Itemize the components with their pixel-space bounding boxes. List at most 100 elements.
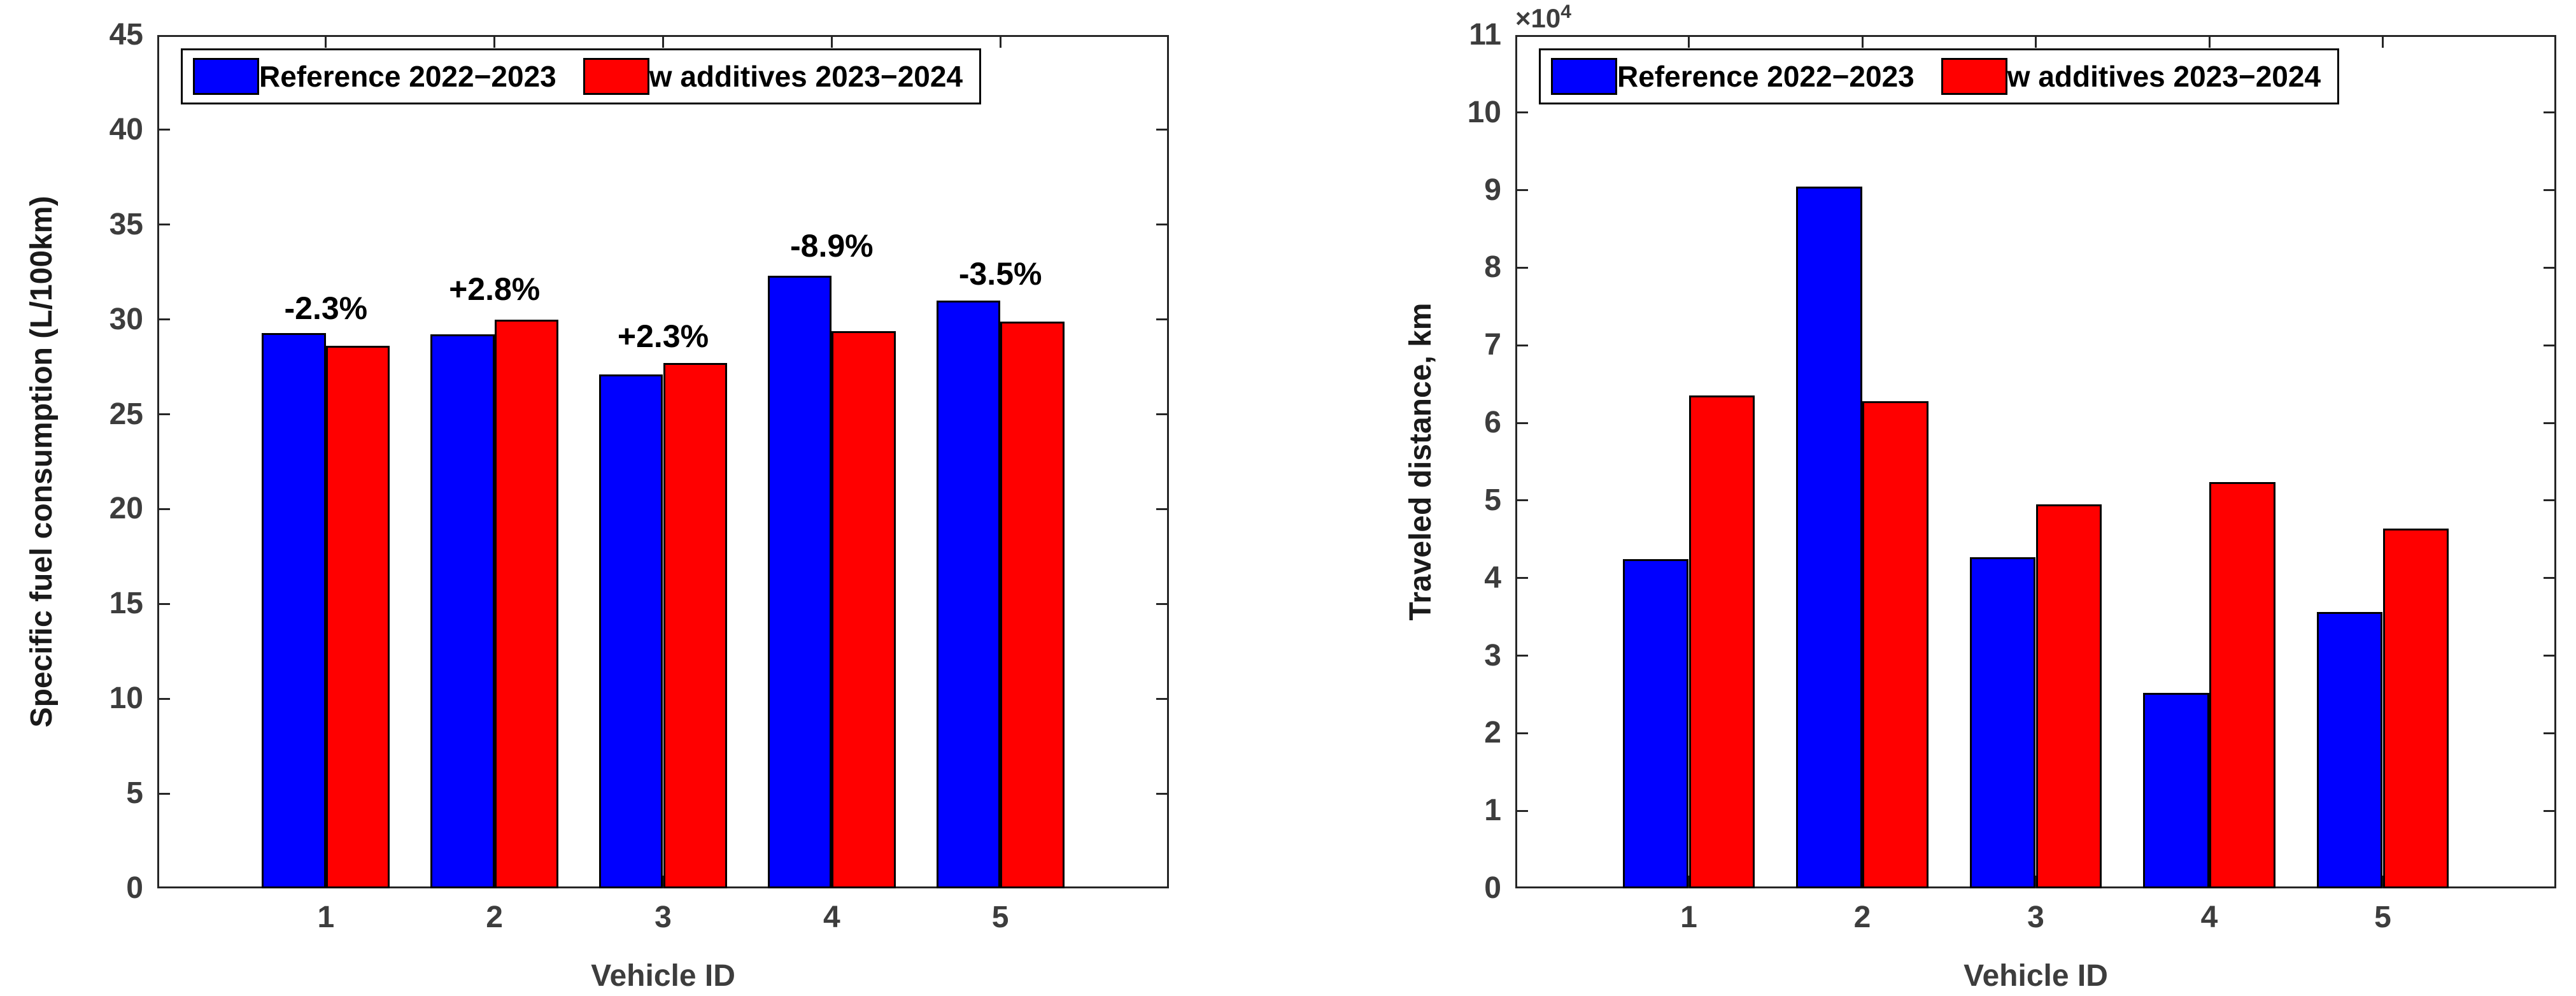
legend-swatch-reference [1551, 58, 1617, 95]
percent-change-label: -3.5% [958, 256, 1042, 292]
x-tick-label: 2 [1853, 900, 1871, 934]
bar-additives-vehicle-2 [494, 319, 559, 888]
y-tick-label: 8 [1484, 250, 1501, 285]
legend-label-additives: w additives 2023−2024 [649, 60, 963, 93]
bar-reference-vehicle-3 [598, 374, 663, 888]
bar-reference-vehicle-5 [936, 300, 1001, 888]
multiplier-base: ×10 [1515, 3, 1561, 33]
y-tick-mark [1515, 732, 1528, 734]
legend-swatch-additives [1941, 58, 2007, 95]
y-tick-mark [157, 413, 170, 416]
percent-change-label: +2.3% [617, 318, 709, 355]
y-tick-label: 0 [126, 871, 143, 905]
bar-reference-vehicle-4 [2143, 693, 2209, 888]
bar-reference-vehicle-1 [1622, 559, 1689, 888]
y-tick-mark [157, 697, 170, 700]
top-tick-mark [2382, 35, 2384, 48]
y-tick-label: 5 [126, 776, 143, 811]
top-tick-mark [1688, 35, 1690, 48]
bar-reference-vehicle-1 [262, 332, 326, 888]
y-tick-label: 2 [1484, 716, 1501, 750]
bar-additives-vehicle-2 [1862, 401, 1928, 888]
y-tick-mark-right [1156, 792, 1169, 795]
y-axis-multiplier: ×104 [1515, 1, 1571, 34]
x-tick-label: 1 [317, 900, 335, 934]
bar-additives-vehicle-4 [2209, 481, 2275, 888]
y-tick-mark-right [2544, 809, 2556, 812]
percent-change-label: -8.9% [790, 227, 874, 264]
x-tick-label: 2 [486, 900, 503, 934]
y-tick-label: 7 [1484, 328, 1501, 362]
y-tick-mark [1515, 577, 1528, 580]
top-tick-mark [2208, 35, 2211, 48]
y-tick-label: 10 [1467, 95, 1501, 129]
y-tick-label: 4 [1484, 560, 1501, 595]
x-axis-label-fuel: Vehicle ID [591, 959, 735, 993]
y-tick-mark-right [1156, 318, 1169, 321]
bar-additives-vehicle-1 [1688, 395, 1755, 888]
y-tick-label: 6 [1484, 406, 1501, 440]
y-tick-mark [1515, 422, 1528, 424]
y-tick-label: 5 [1484, 483, 1501, 517]
bar-reference-vehicle-5 [2316, 612, 2383, 888]
y-tick-mark-right [2544, 189, 2556, 192]
y-tick-mark-right [1156, 224, 1169, 226]
x-tick-label: 4 [2200, 900, 2218, 934]
y-tick-mark [1515, 111, 1528, 114]
top-tick-mark [662, 35, 664, 48]
bar-reference-vehicle-2 [1796, 186, 1862, 888]
multiplier-exponent: 4 [1560, 1, 1571, 22]
top-tick-mark [493, 35, 496, 48]
percent-change-label: +2.8% [449, 271, 541, 308]
top-tick-mark [325, 35, 327, 48]
legend: Reference 2022−2023 w additives 2023−202… [1539, 48, 2340, 104]
legend-label-reference: Reference 2022−2023 [1617, 60, 1914, 93]
y-tick-label: 11 [1469, 18, 1501, 52]
y-tick-mark-right [2544, 732, 2556, 734]
top-tick-mark [1861, 35, 1864, 48]
y-tick-label: 15 [109, 587, 143, 621]
y-tick-label: 0 [1484, 871, 1501, 905]
y-tick-mark-right [2544, 422, 2556, 424]
top-tick-mark [830, 35, 833, 48]
y-tick-mark [157, 129, 170, 131]
y-tick-mark [157, 224, 170, 226]
y-tick-mark-right [2544, 344, 2556, 346]
y-tick-mark-right [1156, 129, 1169, 131]
y-tick-mark [157, 508, 170, 510]
y-tick-label: 30 [109, 302, 143, 336]
x-axis-label-distance: Vehicle ID [1964, 959, 2108, 993]
x-tick-label: 5 [2374, 900, 2391, 934]
y-tick-mark-right [2544, 499, 2556, 502]
y-tick-label: 10 [109, 681, 143, 716]
y-tick-mark-right [2544, 655, 2556, 657]
bar-reference-vehicle-2 [430, 334, 495, 888]
bar-additives-vehicle-1 [325, 346, 390, 888]
y-tick-mark [1515, 809, 1528, 812]
y-tick-label: 45 [109, 18, 143, 52]
x-tick-label: 1 [1680, 900, 1697, 934]
bar-additives-vehicle-3 [663, 363, 728, 888]
y-tick-mark-right [1156, 413, 1169, 416]
x-tick-label: 3 [655, 900, 672, 934]
y-tick-mark [157, 602, 170, 605]
bar-additives-vehicle-5 [1000, 321, 1065, 888]
y-tick-mark-right [2544, 577, 2556, 580]
legend: Reference 2022−2023 w additives 2023−202… [181, 48, 982, 104]
top-tick-mark [2035, 35, 2037, 48]
y-tick-label: 20 [109, 492, 143, 526]
y-tick-label: 35 [109, 207, 143, 241]
top-tick-mark [999, 35, 1001, 48]
bar-reference-vehicle-3 [1969, 557, 2036, 888]
legend-swatch-reference [193, 58, 259, 95]
bar-reference-vehicle-4 [767, 276, 832, 888]
y-tick-mark-right [2544, 111, 2556, 114]
y-tick-label: 25 [109, 397, 143, 431]
y-tick-mark [157, 792, 170, 795]
y-tick-mark [157, 318, 170, 321]
y-tick-mark-right [2544, 266, 2556, 269]
y-tick-mark [1515, 189, 1528, 192]
